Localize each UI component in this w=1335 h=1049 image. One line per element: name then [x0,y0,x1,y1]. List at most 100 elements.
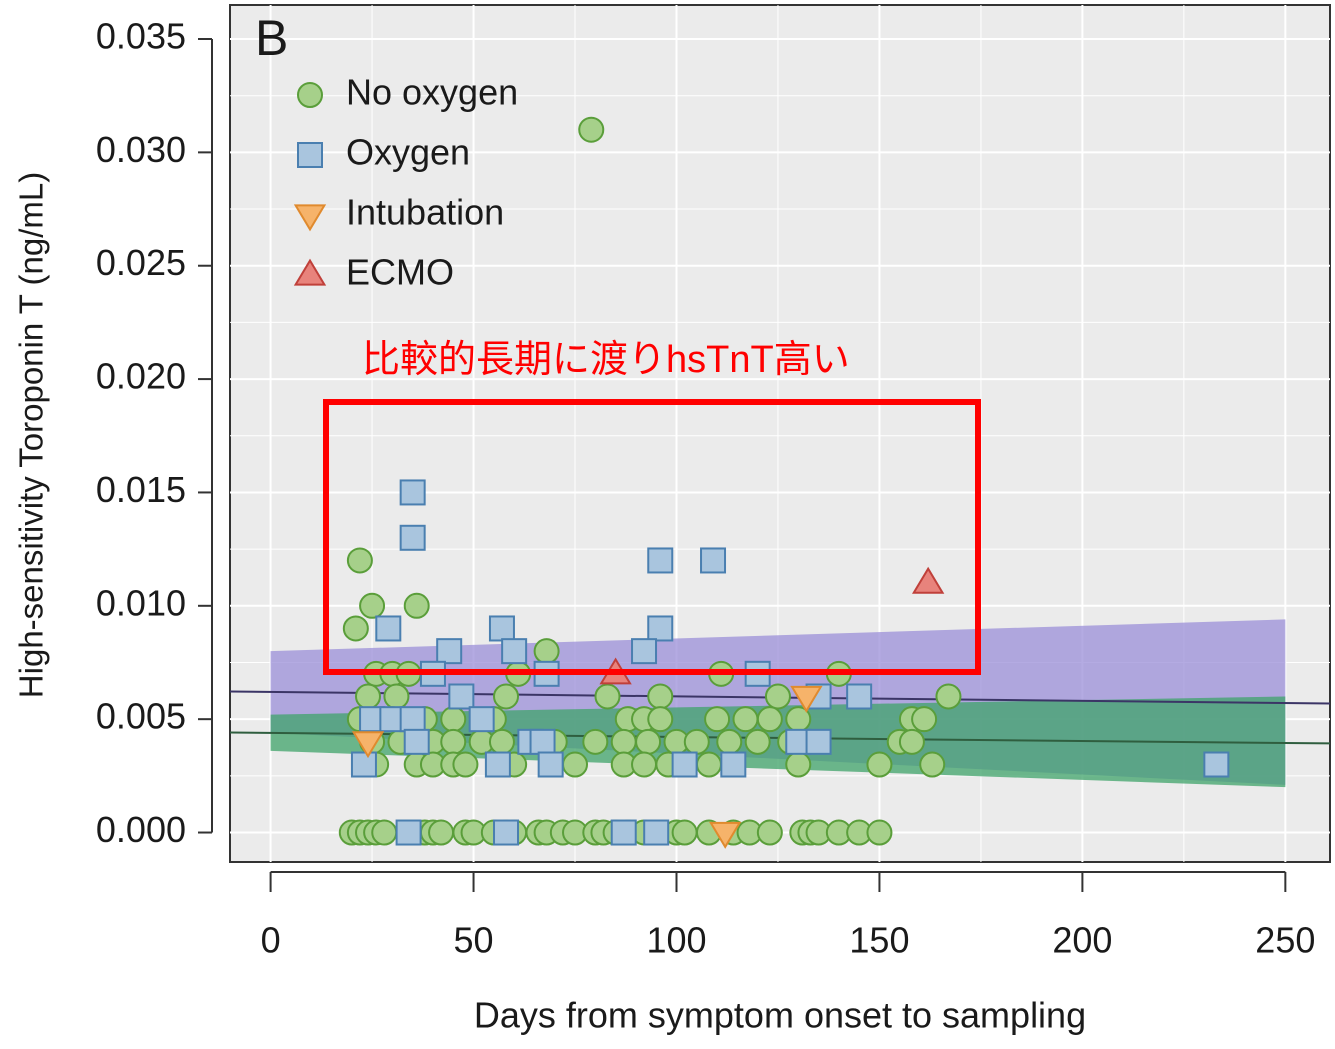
point [744,728,771,755]
point [399,706,426,733]
point [488,728,515,755]
point [764,683,791,710]
point [709,821,742,849]
point [805,728,832,755]
point [350,751,377,778]
x-tick-label: 150 [849,920,909,961]
point [501,638,528,665]
point [790,685,823,713]
point [493,819,520,846]
point [484,751,511,778]
point [704,706,731,733]
x-tick-label: 250 [1255,920,1315,961]
point [383,683,410,710]
point [448,683,475,710]
legend-label: Intubation [346,192,504,233]
point [359,592,386,619]
point [700,547,727,574]
x-tick-label: 0 [261,920,281,961]
point [647,615,674,642]
point [403,728,430,755]
point [468,706,495,733]
point [399,479,426,506]
highlight-box [323,399,981,675]
y-tick-label: 0.020 [96,356,186,397]
y-tick-label: 0.005 [96,696,186,737]
point [846,683,873,710]
point [935,683,962,710]
legend-label: No oxygen [346,72,518,113]
x-tick-label: 200 [1052,920,1112,961]
point [720,751,747,778]
point [919,751,946,778]
point [529,728,556,755]
y-tick-label: 0.030 [96,129,186,170]
point [493,683,520,710]
point [1203,751,1230,778]
point [594,683,621,710]
point [647,706,674,733]
point [635,728,662,755]
y-tick-label: 0.025 [96,242,186,283]
point [683,728,710,755]
point [732,706,759,733]
point [866,751,893,778]
legend-marker [297,82,323,108]
legend-marker [297,142,323,168]
point [898,728,925,755]
point [428,819,455,846]
point [452,751,479,778]
point [351,731,385,759]
point [695,751,722,778]
point [578,116,605,143]
point [371,819,398,846]
legend-label: ECMO [346,252,454,293]
point [440,706,467,733]
point [631,638,658,665]
y-tick-label: 0.000 [96,809,186,850]
point [488,615,515,642]
point [647,683,674,710]
panel-label: B [255,10,288,66]
x-tick-label: 100 [646,920,706,961]
annotation: 比較的長期に渡りhsTnT高い [362,339,850,381]
point [346,547,373,574]
point [756,819,783,846]
point [785,751,812,778]
point [643,819,670,846]
point [436,638,463,665]
point [671,819,698,846]
point [562,751,589,778]
point [716,728,743,755]
x-axis-label: Days from symptom onset to sampling [474,995,1086,1036]
point [911,706,938,733]
point [395,819,422,846]
y-axis-label: High-sensitivity Toroponin T (ng/mL) [13,172,50,698]
point [866,819,893,846]
point [911,566,945,594]
point [399,524,426,551]
point [355,683,382,710]
legend-marker [293,258,327,286]
y-tick-label: 0.010 [96,582,186,623]
plot-layer [229,5,1331,862]
legend-marker [293,204,327,232]
point [537,751,564,778]
point [440,728,467,755]
point [610,728,637,755]
point [342,615,369,642]
legend-label: Oxygen [346,132,470,173]
point [375,615,402,642]
point [647,547,674,574]
point [671,751,698,778]
point [631,751,658,778]
point [582,728,609,755]
point [533,638,560,665]
x-tick-label: 50 [454,920,494,961]
point [403,592,430,619]
point [610,819,637,846]
y-tick-label: 0.035 [96,16,186,57]
y-tick-label: 0.015 [96,469,186,510]
point [756,706,783,733]
